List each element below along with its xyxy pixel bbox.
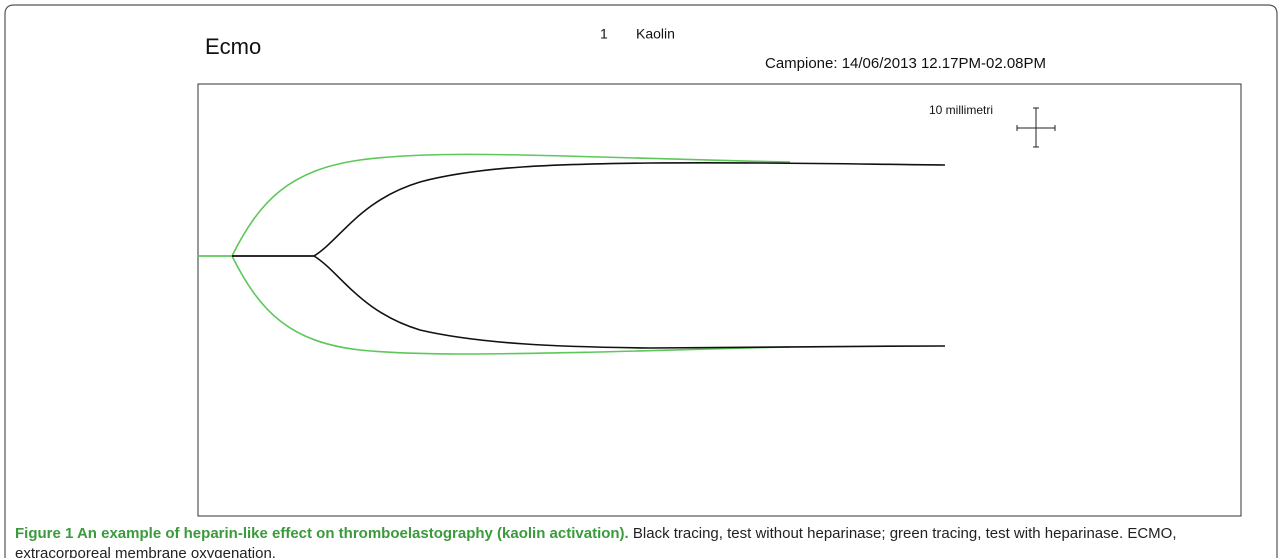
green-tracing-bottom (198, 255, 791, 355)
black-tracing-top (232, 161, 946, 257)
test-number: 1 (600, 26, 608, 42)
figure-border (4, 4, 1278, 558)
caption: Figure 1 An example of heparin-like effe… (15, 524, 1265, 558)
green-tracing-top (198, 153, 791, 257)
scale-cross (1016, 107, 1056, 148)
caption-bold: Figure 1 An example of heparin-like effe… (15, 525, 629, 542)
sample: Campione: 14/06/2013 12.17PM-02.08PM (765, 55, 1046, 72)
activator: Kaolin (636, 26, 675, 42)
caption-text: Black tracing, test without heparinase; … (15, 525, 1177, 558)
plot-frame (197, 83, 1242, 517)
scale-label: 10 millimetri (929, 103, 993, 117)
title: Ecmo (205, 34, 261, 59)
black-tracing-bottom (232, 255, 946, 349)
